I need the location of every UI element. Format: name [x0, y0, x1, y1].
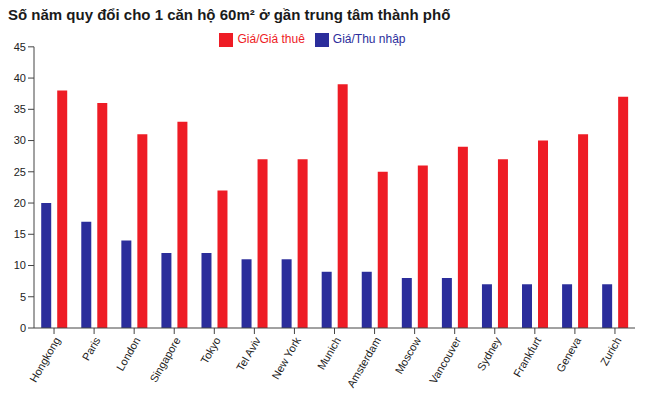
svg-text:London: London	[114, 335, 143, 373]
svg-text:Paris: Paris	[80, 334, 103, 362]
html-text:Số năm quy đổi cho 1 căn hộ 60: Số năm quy đổi cho 1 căn hộ 60m² ở gần t…	[8, 6, 451, 23]
svg-text:25: 25	[14, 166, 26, 178]
svg-text:35: 35	[14, 103, 26, 115]
svg-text:New York: New York	[269, 334, 303, 381]
html-text:Giá/Giá thuê: Giá/Giá thuê	[237, 32, 305, 46]
svg-text:45: 45	[14, 41, 26, 53]
svg-text:Geneva: Geneva	[554, 334, 584, 374]
svg-text:30: 30	[14, 134, 26, 146]
svg-text:Tel Aviv: Tel Aviv	[234, 334, 263, 373]
svg-text:20: 20	[14, 197, 26, 209]
svg-text:Munich: Munich	[315, 335, 343, 372]
svg-text:0: 0	[20, 322, 26, 334]
svg-text:Singapore: Singapore	[147, 335, 182, 384]
svg-text:Tokyo: Tokyo	[198, 335, 223, 366]
svg-text:Vancouver: Vancouver	[427, 335, 463, 386]
svg-text:Zurich: Zurich	[598, 335, 624, 367]
svg-text:Sydney: Sydney	[475, 334, 504, 372]
svg-text:Hongkong: Hongkong	[27, 335, 62, 384]
svg-text:15: 15	[14, 228, 26, 240]
svg-text:10: 10	[14, 259, 26, 271]
svg-text:5: 5	[20, 291, 26, 303]
svg-text:Moscow: Moscow	[393, 335, 424, 376]
html-text:Giá/Thu nhập: Giá/Thu nhập	[332, 32, 406, 46]
svg-text:Amsterdam: Amsterdam	[345, 335, 384, 390]
svg-text:40: 40	[14, 72, 26, 84]
svg-text:Frankfurt: Frankfurt	[511, 335, 543, 379]
